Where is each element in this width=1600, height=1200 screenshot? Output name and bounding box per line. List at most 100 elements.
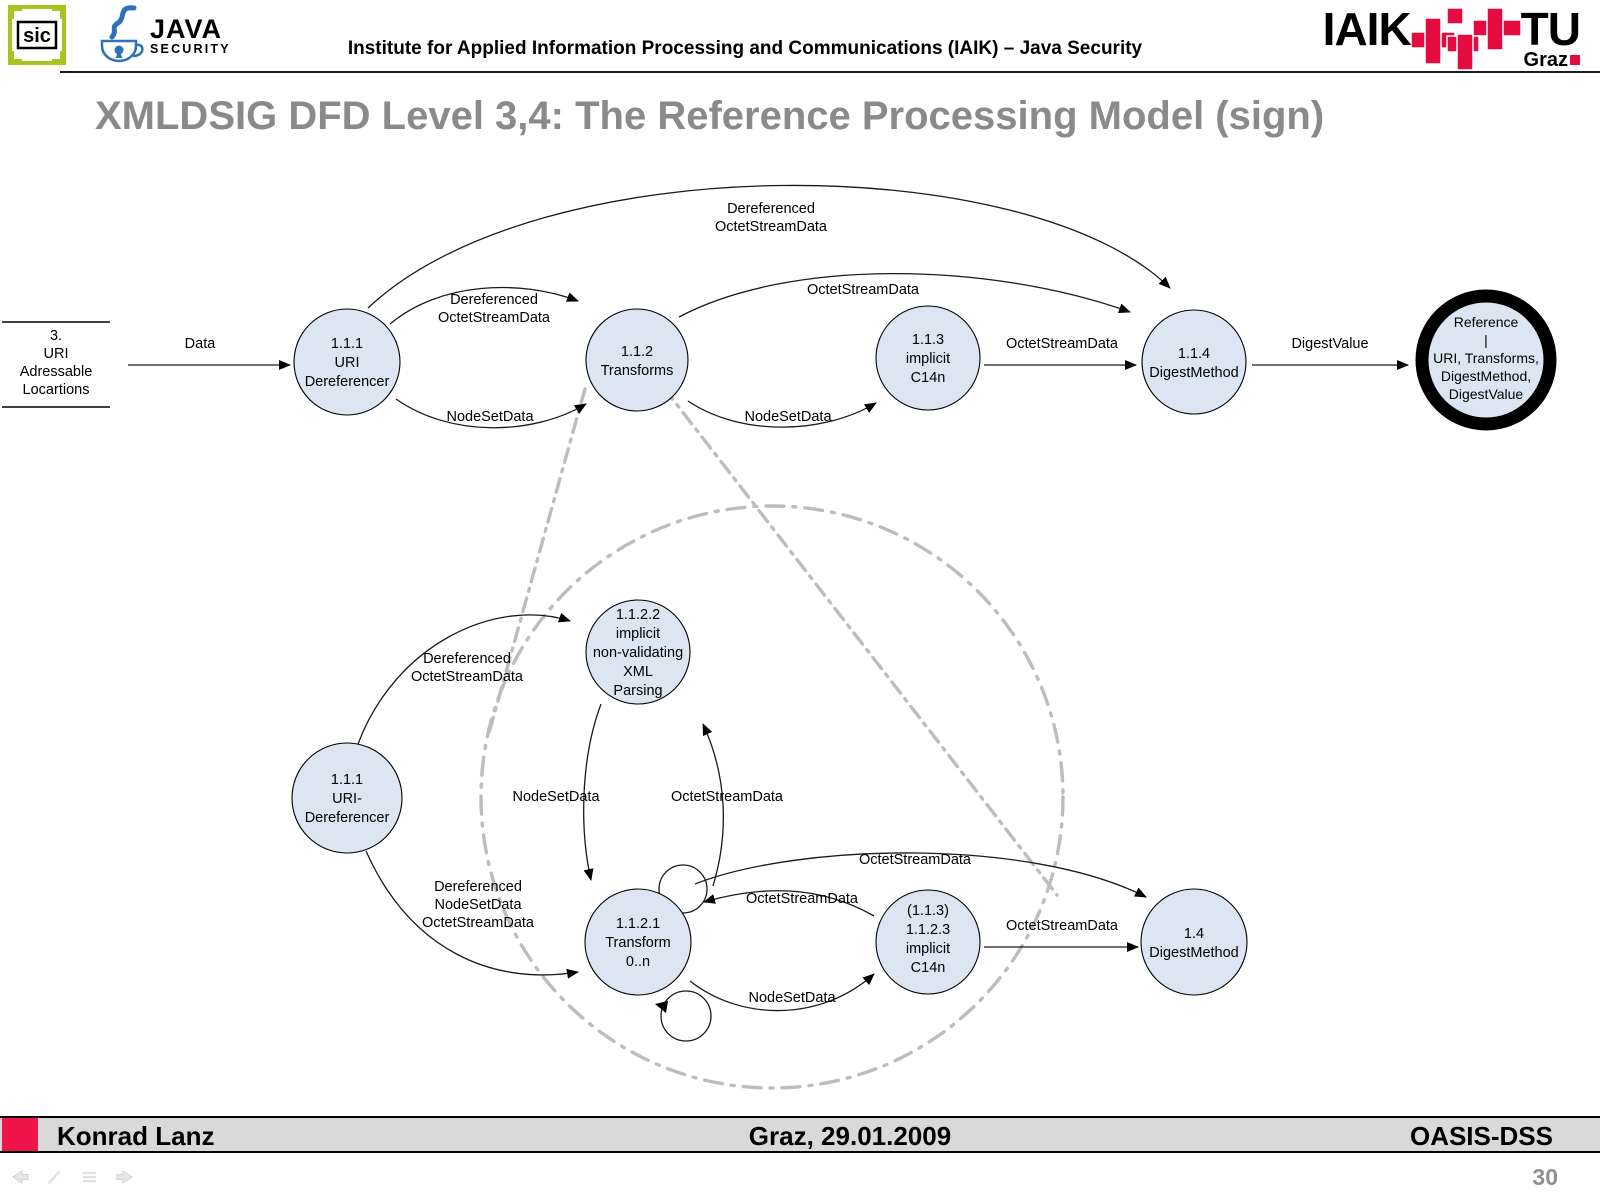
svg-text:1.1.4: 1.1.4 [1178,346,1210,362]
flow-label: NodeSetData [748,990,836,1006]
flow-label: NodeSetData [744,409,832,425]
store-line: Locartions [23,382,90,398]
node-1-4: 1.4 DigestMethod [1140,888,1248,996]
flow-labels: Data Dereferenced OctetStreamData NodeSe… [185,201,1369,1006]
svg-text:1.1.1: 1.1.1 [331,772,363,788]
graz-label: Graz [1523,49,1568,71]
svg-text:non-validating: non-validating [593,645,683,661]
svg-text:implicit: implicit [906,351,950,367]
flow-label: OctetStreamData [411,669,524,685]
svg-text:Transform: Transform [605,935,671,951]
flow-label-data: Data [185,336,217,352]
node-1-1-2-1: 1.1.2.1 Transform 0..n [584,888,692,996]
graz-red-square [1570,55,1580,65]
iaik-tu-graz-logo: IAIK TU Graz [1322,3,1581,71]
sic-logo: sic [6,3,68,70]
footer-project: OASIS-DSS [1409,1121,1553,1151]
list-icon[interactable] [80,1168,100,1186]
data-store-uri-locations: 3. URI Adressable Locartions [2,321,110,408]
flow-label: NodeSetData [446,409,534,425]
flow-label: OctetStreamData [715,219,828,235]
java-security-wordmark: JAVA SECURITY [150,16,231,56]
footer-bar: Konrad Lanz Graz, 29.01.2009 OASIS-DSS [0,1116,1600,1153]
node-1-1-4: 1.1.4 DigestMethod [1141,309,1247,415]
svg-text:implicit: implicit [906,941,950,957]
java-security-logo: JAVA SECURITY [94,4,231,68]
flow-label: OctetStreamData [1006,918,1119,934]
store-line: URI [44,346,69,362]
sic-logo-text: sic [23,25,51,47]
svg-text:URI: URI [335,355,360,371]
svg-text:0..n: 0..n [626,954,650,970]
dfd-diagram: 3. URI Adressable Locartions 1.1.1 URI D… [2,184,1557,1090]
flow-label: OctetStreamData [859,852,972,868]
flow-label: OctetStreamData [671,789,784,805]
sic-logo-graphic: sic [6,3,68,67]
svg-text:|: | [1484,332,1488,348]
svg-text:1.1.2.2: 1.1.2.2 [616,607,660,623]
java-label: JAVA [150,14,223,44]
slide-title: XMLDSIG DFD Level 3,4: The Reference Pro… [95,94,1325,138]
footer-date-location: Graz, 29.01.2009 [748,1121,952,1151]
store-line: 3. [50,328,62,344]
svg-text:1.1.3: 1.1.3 [912,332,944,348]
flow-label: NodeSetData [434,897,522,913]
svg-text:1.1.2.3: 1.1.2.3 [906,922,950,938]
flow-label: OctetStreamData [807,282,920,298]
slide-nav-controls [10,1168,135,1186]
header-title: Institute for Applied Information Proces… [347,38,1143,59]
flow-label: OctetStreamData [438,310,551,326]
nav-forward-icon[interactable] [115,1168,135,1186]
flow-arrows [128,184,1409,1012]
svg-text:Parsing: Parsing [613,683,662,699]
node-1-1-2-2: 1.1.2.2 implicit non-validating XML Pars… [585,599,691,705]
store-line: Adressable [20,364,93,380]
svg-text:implicit: implicit [616,626,660,642]
security-label: SECURITY [150,42,231,56]
svg-text:1.1.2.1: 1.1.2.1 [616,916,660,932]
page-number: 30 [1532,1164,1558,1190]
svg-text:Transforms: Transforms [601,363,674,379]
header-divider [60,71,1600,73]
nav-back-icon[interactable] [10,1168,30,1186]
flow-label: Dereferenced [450,292,538,308]
flow-label: OctetStreamData [422,915,535,931]
svg-text:DigestMethod: DigestMethod [1149,945,1238,961]
svg-text:Dereferencer: Dereferencer [305,374,390,390]
iaik-wordmark: IAIK [1322,3,1412,55]
svg-text:XML: XML [623,664,653,680]
svg-text:DigestValue: DigestValue [1449,386,1524,402]
svg-text:Dereferencer: Dereferencer [305,810,390,826]
svg-text:URI, Transforms,: URI, Transforms, [1433,350,1539,366]
svg-text:(1.1.3): (1.1.3) [907,903,949,919]
flow-label: Dereferenced [434,879,522,895]
svg-text:Reference: Reference [1454,314,1519,330]
svg-text:DigestMethod,: DigestMethod, [1441,368,1531,384]
node-1-1-2-3: (1.1.3) 1.1.2.3 implicit C14n [875,889,981,995]
zoom-guide [479,386,1065,1090]
svg-text:C14n: C14n [911,370,946,386]
svg-text:URI-: URI- [332,791,362,807]
flow-label: Dereferenced [423,651,511,667]
flow-label: OctetStreamData [1006,336,1119,352]
flow-label: DigestValue [1291,336,1368,352]
node-1-1-1: 1.1.1 URI Dereferencer [293,308,401,416]
svg-text:C14n: C14n [911,960,946,976]
svg-text:1.1.1: 1.1.1 [331,336,363,352]
svg-text:1.4: 1.4 [1184,926,1204,942]
node-1-1-1-detail: 1.1.1 URI- Dereferencer [291,742,403,854]
flow-label: OctetStreamData [746,891,859,907]
pen-icon[interactable] [45,1168,65,1186]
svg-text:1.1.2: 1.1.2 [621,344,653,360]
node-reference: Reference | URI, Transforms, DigestMetho… [1415,289,1557,431]
tu-wordmark: TU [1520,3,1581,55]
footer-author: Konrad Lanz [57,1121,215,1151]
flow-label: NodeSetData [512,789,600,805]
coffee-cup-icon [100,5,144,63]
footer-red-square [2,1118,38,1151]
tu-graz-cross-icon [1410,7,1521,70]
flow-label: Dereferenced [727,201,815,217]
node-1-1-2: 1.1.2 Transforms [585,308,689,412]
svg-text:DigestMethod: DigestMethod [1149,365,1238,381]
node-1-1-3: 1.1.3 implicit C14n [875,305,981,411]
